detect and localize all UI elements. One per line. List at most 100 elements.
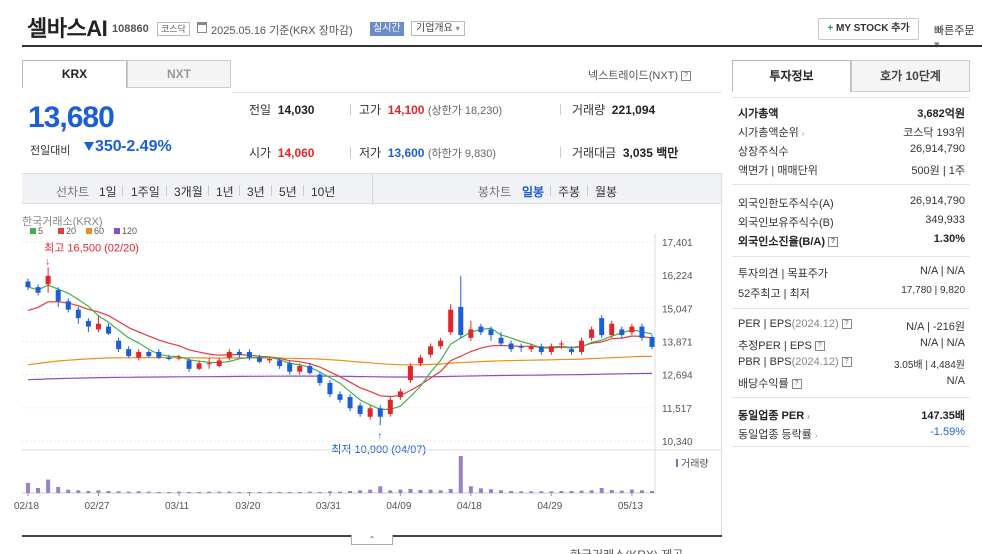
volume-bar [207, 491, 212, 493]
period-10y[interactable]: 10년 [311, 185, 336, 199]
volume-bar [458, 456, 463, 493]
volume-bar [277, 491, 282, 493]
info-row[interactable]: 동일업종 PER › 147.35배 [738, 410, 965, 422]
candle-body [216, 360, 222, 367]
company-overview-dropdown[interactable]: 기업개요 ▾ [411, 21, 465, 36]
candle-body [508, 343, 514, 350]
change-label: 전일대비 [30, 145, 71, 157]
info-row: PBR | BPS(2024.12)? 3.05배 | 4,484원 [738, 356, 965, 371]
volume-bar [388, 490, 393, 493]
tab-orderbook[interactable]: 호가 10단계 [851, 60, 970, 92]
market-badge: 코스닥 [157, 22, 190, 36]
candle-body [558, 343, 564, 345]
volume-bar [307, 491, 312, 493]
candle-body [136, 351, 142, 358]
tab-invest-info[interactable]: 투자정보 [732, 60, 851, 92]
price-chart[interactable]: 한국거래소(KRX)5 20 60 120 17,401 16,224 15,047 13,8… [0, 0, 722, 540]
candle-body [347, 397, 353, 409]
help-icon[interactable]: ? [828, 237, 838, 248]
volume-bar [408, 488, 413, 493]
y-tick-label: 12,694 [662, 371, 693, 382]
candle-body [95, 323, 101, 330]
candle-body [428, 346, 434, 355]
stock-header: 셀바스AI 108860 코스닥 2025.05.16 기준(KRX 장마감) … [0, 0, 982, 51]
chart-expand-toggle[interactable]: ⌃ [351, 535, 393, 545]
volume-bar [358, 490, 363, 493]
candle-body [156, 351, 162, 358]
info-row[interactable]: 동일업종 등락률 › -1.59% [738, 426, 965, 441]
volume-legend-swatch [676, 459, 678, 467]
period-1y[interactable]: 1년 [216, 185, 234, 199]
tab-nxt[interactable]: NXT [127, 60, 231, 88]
candle-body [256, 357, 262, 362]
realtime-button[interactable]: 실시간 [370, 22, 404, 36]
exchange-tabs: KRX NXT [22, 60, 231, 88]
candle-body [619, 329, 625, 336]
legend-label: 60 [94, 226, 104, 236]
period-1w[interactable]: 1주일 [131, 185, 160, 199]
period-1d[interactable]: 1일 [99, 185, 117, 199]
volume-bar [247, 491, 252, 493]
volume-bar [378, 486, 383, 493]
chevron-right-icon: › [814, 431, 818, 440]
y-tick-label: 16,224 [662, 271, 693, 282]
quote-stats: 전일 14,030 고가 14,100 (상한가 18,230) 거래량 221… [232, 92, 722, 172]
candle-body [548, 346, 554, 352]
day-high: 고가 14,100 (상한가 18,230) [359, 103, 503, 117]
volume-bar [317, 491, 322, 493]
volume: 거래량 221,094 [572, 103, 656, 117]
candle-body [407, 366, 413, 381]
period-3m[interactable]: 3개월 [174, 185, 203, 199]
volume-bar [519, 491, 524, 493]
candle-body [609, 323, 615, 336]
volume-bar [187, 491, 192, 493]
tab-krx[interactable]: KRX [22, 60, 127, 88]
y-tick-label: 13,871 [662, 338, 693, 349]
help-icon[interactable]: ? [814, 341, 825, 352]
chevron-right-icon: › [807, 412, 810, 421]
period-daily[interactable]: 일봉 [522, 185, 545, 199]
nxt-info-link[interactable]: 넥스트레이드(NXT)? [588, 67, 692, 83]
candle-body [277, 360, 283, 367]
candle-body [287, 363, 293, 372]
help-icon[interactable]: ? [791, 379, 802, 390]
help-icon[interactable]: ? [841, 319, 852, 330]
candle-body [146, 351, 152, 357]
info-row[interactable]: 시가총액순위 › 코스닥 193위 [738, 127, 965, 139]
x-tick-label: 02/27 [84, 501, 109, 512]
period-monthly[interactable]: 월봉 [595, 185, 618, 199]
calendar-icon [197, 22, 207, 33]
volume-bar [468, 486, 473, 493]
volume-bar [56, 486, 61, 493]
legend-swatch [30, 228, 36, 234]
x-tick-label: 03/20 [235, 501, 260, 512]
volume-bar [227, 491, 232, 493]
x-tick-label: 05/13 [618, 501, 643, 512]
x-tick-label: 04/18 [457, 501, 482, 512]
help-icon[interactable]: ? [841, 357, 852, 368]
candle-body [116, 340, 122, 350]
volume-bar [76, 490, 81, 493]
up-arrow-icon: ↑ [377, 431, 382, 442]
candle-chart-label[interactable]: 봉차트 [478, 185, 512, 199]
volume-bar [619, 490, 624, 493]
candle-body [498, 337, 504, 344]
candle-body [206, 363, 212, 365]
volume-bar [338, 491, 342, 493]
my-stock-add-button[interactable]: + MY STOCK 추가 [818, 18, 919, 40]
candle-body [568, 349, 574, 352]
volume-bar [599, 487, 604, 493]
candle-body [518, 346, 524, 348]
period-weekly[interactable]: 주봉 [558, 185, 581, 199]
trade-value: 거래대금 3,035 백만 [572, 146, 679, 160]
candle-body [126, 349, 132, 357]
period-5y[interactable]: 5년 [279, 185, 297, 199]
line-chart-label[interactable]: 선차트 [56, 185, 90, 199]
x-tick-label: 03/11 [165, 501, 190, 512]
candle-body [478, 326, 484, 333]
volume-bar [549, 491, 554, 493]
period-3y[interactable]: 3년 [247, 185, 265, 199]
current-price: 13,680 [28, 101, 115, 134]
candle-body [649, 337, 655, 347]
volume-bar [438, 490, 443, 493]
